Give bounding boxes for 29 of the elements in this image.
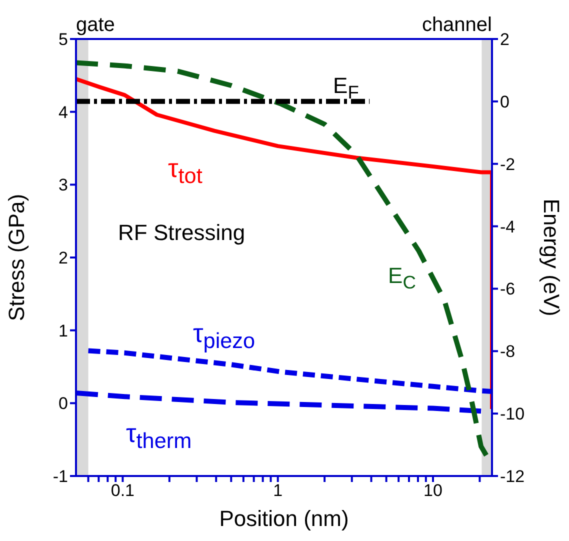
x-tick-label: 1 <box>273 481 283 500</box>
y2-tick-label: -12 <box>500 467 525 486</box>
y2-axis-title: Energy (eV) <box>539 198 564 316</box>
y-tick-label: 3 <box>58 176 68 195</box>
x-tick-label: 10 <box>424 481 442 500</box>
x-tick-label: 0.1 <box>110 481 135 500</box>
series-label: E$_{F}$ <box>333 73 359 104</box>
y2-tick-label: -2 <box>500 154 516 174</box>
y-tick-label: 0 <box>58 394 68 414</box>
y-tick-label: -1 <box>52 467 68 486</box>
y2-tick-label: -10 <box>500 404 525 424</box>
y2-tick-label: -8 <box>500 342 516 362</box>
series-label: τ$_{piezo}$ <box>193 318 256 354</box>
y-tick-label: 2 <box>58 248 68 268</box>
band-label: channel <box>422 14 492 36</box>
y2-tick-label: 2 <box>500 30 510 50</box>
y-tick-label: 1 <box>58 321 68 340</box>
y-axis-title: Stress (GPa) <box>4 194 29 322</box>
y2-tick-label: -6 <box>500 280 516 299</box>
annotation: RF Stressing <box>118 220 246 246</box>
y2-tick-label: -4 <box>500 217 516 236</box>
y-tick-label: 4 <box>58 102 68 122</box>
series-label: τ$_{tot}$ <box>168 153 202 190</box>
y2-tick-label: 0 <box>500 92 510 112</box>
x-axis-title: Position (nm) <box>219 506 349 531</box>
band-label: gate <box>76 14 115 36</box>
y-tick-label: 5 <box>58 30 68 50</box>
series-label: τ$_{therm}$ <box>126 418 192 454</box>
series-label: E$_{C}$ <box>388 263 416 294</box>
